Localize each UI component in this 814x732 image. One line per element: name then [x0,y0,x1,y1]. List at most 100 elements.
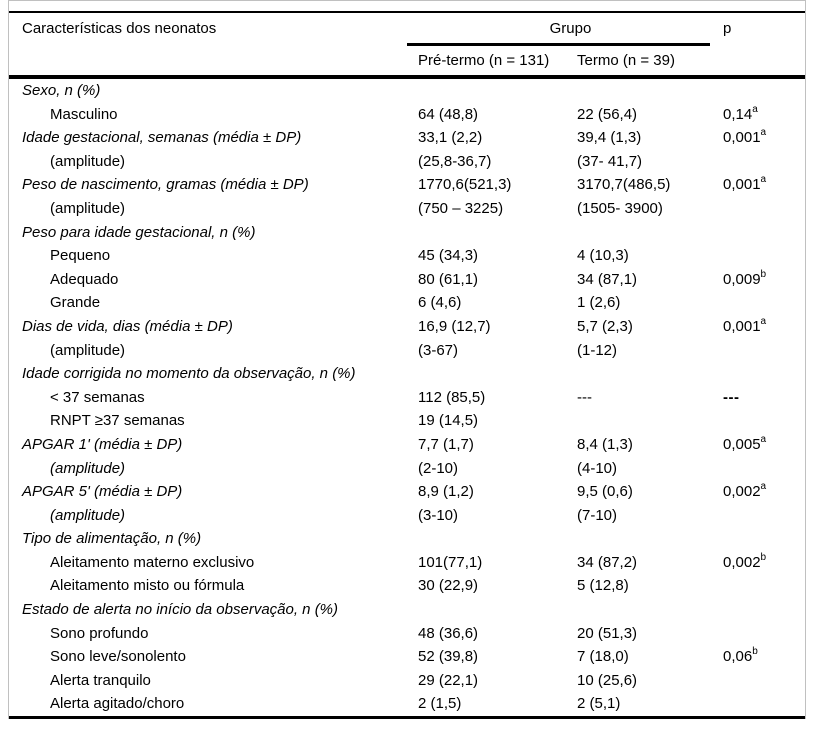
pretermo-value: 45 (34,3) [418,247,479,265]
neonates-characteristics-table: Características dos neonatos Grupo p Pré… [8,0,806,720]
table-row: Adequado 80 (61,1) 34 (87,1) 0,009b [9,268,805,292]
pretermo-value: (3-10) [418,506,459,524]
termo-value: 4 (10,3) [577,247,629,265]
termo-value: 34 (87,2) [577,553,638,571]
characteristic-label: Grande [50,294,101,312]
table-row: Alerta tranquilo 29 (22,1) 10 (25,6) [9,669,805,693]
table-row: Tipo de alimentação, n (%) [9,527,805,551]
table-row: < 37 semanas 112 (85,5) --- --- [9,386,805,410]
termo-value: 1 (2,6) [577,294,621,312]
p-superscript: b [752,646,758,658]
characteristic-label: Alerta agitado/choro [50,695,185,713]
p-superscript: a [752,103,758,115]
header-row-2: Pré-termo (n = 131) Termo (n = 39) [9,43,805,75]
p-number: --- [723,388,740,406]
pretermo-value: 30 (22,9) [418,577,479,595]
termo-value: (7-10) [577,506,618,524]
p-number: 0,002 [723,483,761,501]
table-row: Masculino 64 (48,8) 22 (56,4) 0,14a [9,103,805,127]
pretermo-value: 8,9 (1,2) [418,483,474,501]
table-row: Sexo, n (%) [9,79,805,103]
characteristic-label: (amplitude) [50,459,126,477]
subheader-pretermo: Pré-termo (n = 131) [418,52,550,69]
termo-value: 5,7 (2,3) [577,317,633,335]
pretermo-value: 7,7 (1,7) [418,435,474,453]
table-row: Aleitamento misto ou fórmula 30 (22,9) 5 (… [9,574,805,598]
characteristic-label: Sexo, n (%) [22,82,101,99]
pretermo-value: (750 – 3225) [418,199,504,217]
termo-value: 5 (12,8) [577,577,629,595]
termo-value: 9,5 (0,6) [577,483,633,501]
characteristic-label: Peso para idade gestacional, n (%) [22,223,256,241]
pretermo-value: (3-67) [418,341,459,359]
p-value: 0,001a [723,126,805,150]
p-number: 0,005 [723,435,761,453]
termo-value: 20 (51,3) [577,624,638,642]
p-column-header: p [723,19,732,37]
characteristic-label: Adequado [50,270,119,288]
characteristic-label: Peso de nascimento, gramas (média ± DP) [22,176,309,194]
characteristic-label: (amplitude) [50,341,126,359]
pretermo-value: 1770,6(521,3) [418,176,512,194]
characteristic-label: (amplitude) [50,152,126,170]
p-value: 0,002a [723,480,805,504]
table-row: (amplitude) (2-10) (4-10) [9,457,805,481]
p-superscript: a [760,174,767,186]
table-row: (amplitude) (3-67) (1-12) [9,339,805,363]
characteristic-label: Tipo de alimentação, n (%) [22,530,202,548]
p-superscript: a [760,315,767,327]
pretermo-value: 29 (22,1) [418,671,479,689]
header-row-1: Características dos neonatos Grupo p [9,13,805,43]
termo-value: 2 (5,1) [577,695,621,713]
termo-value: (4-10) [577,459,618,477]
p-number: 0,001 [723,317,761,335]
table-row: APGAR 5' (média ± DP) 8,9 (1,2) 9,5 (0,6) 0… [9,480,805,504]
group-spanner-rule [407,43,710,46]
p-superscript: b [760,268,767,280]
pretermo-value: 6 (4,6) [418,294,462,312]
pretermo-value: 16,9 (12,7) [418,317,491,335]
p-value: 0,002b [723,551,805,575]
p-number: 0,001 [723,129,761,147]
termo-value: 34 (87,1) [577,270,638,288]
termo-value: (37- 41,7) [577,152,643,170]
characteristic-label: Dias de vida, dias (média ± DP) [22,317,233,335]
p-superscript: a [760,481,767,493]
characteristic-label: (amplitude) [50,506,126,524]
characteristic-label: RNPT ≥37 semanas [50,412,185,430]
table-row: Sono leve/sonolento 52 (39,8) 7 (18,0) 0,06… [9,645,805,669]
termo-value: 22 (56,4) [577,105,638,123]
table-row: Peso para idade gestacional, n (%) [9,221,805,245]
table-body: Sexo, n (%) Masculino 64 (48,8) 22 (56,4) 0,… [9,79,805,716]
p-value: 0,005a [723,433,805,457]
termo-value: 8,4 (1,3) [577,435,633,453]
p-value: 0,001a [723,315,805,339]
table-header: Características dos neonatos Grupo p Pré… [9,13,805,75]
p-superscript: a [760,433,767,445]
group-column-header: Grupo [549,19,592,37]
p-number: 0,002 [723,553,761,571]
table-row: Grande 6 (4,6) 1 (2,6) [9,291,805,315]
termo-value: 39,4 (1,3) [577,129,642,147]
characteristic-label: < 37 semanas [50,388,145,406]
pretermo-value: 19 (14,5) [418,412,479,430]
p-number: 0,06 [723,648,753,666]
termo-value: --- [577,388,592,406]
characteristics-column-header: Características dos neonatos [22,19,217,37]
table-row: Aleitamento materno exclusivo 101(77,1) 34… [9,551,805,575]
table-row: Alerta agitado/choro 2 (1,5) 2 (5,1) [9,692,805,716]
termo-value: 7 (18,0) [577,648,629,666]
table-row: APGAR 1' (média ± DP) 7,7 (1,7) 8,4 (1,3) 0… [9,433,805,457]
characteristic-label: Aleitamento materno exclusivo [50,553,255,571]
pretermo-value: 64 (48,8) [418,105,479,123]
p-superscript: b [760,551,767,563]
table-row: (amplitude) (750 – 3225) (1505- 3900) [9,197,805,221]
table-bottom-rule [9,716,805,720]
characteristic-label: APGAR 1' (média ± DP) [22,435,183,453]
table-row: Peso de nascimento, gramas (média ± DP) 1… [9,173,805,197]
pretermo-value: 112 (85,5) [418,388,486,406]
table-row: Pequeno 45 (34,3) 4 (10,3) [9,244,805,268]
termo-value: (1-12) [577,341,618,359]
p-number: 0,009 [723,270,761,288]
